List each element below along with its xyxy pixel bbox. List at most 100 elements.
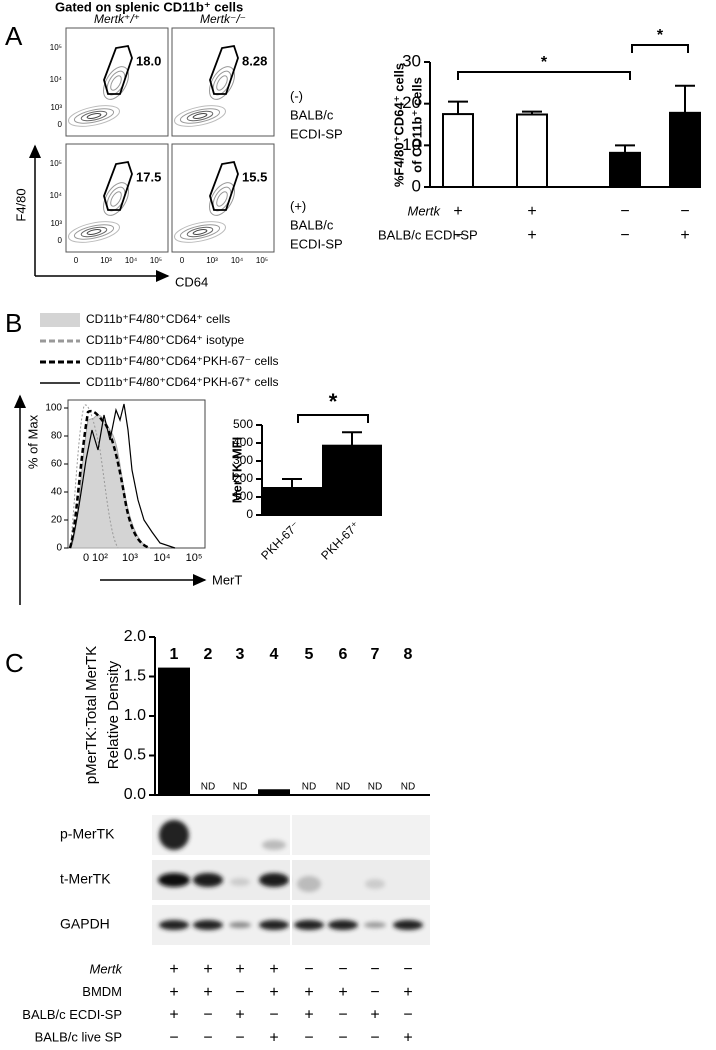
condition-symbol: −: [304, 961, 313, 978]
flow-row-label: BALB/c: [290, 217, 334, 232]
panel-letter: B: [5, 308, 22, 338]
bar: [158, 667, 190, 796]
hist-filled: [68, 414, 151, 549]
condition-symbol: +: [269, 984, 278, 1001]
contour: [192, 229, 208, 235]
y-tick-label: 0: [56, 543, 62, 554]
condition-symbol: +: [169, 984, 178, 1001]
condition-symbol: −: [338, 961, 347, 978]
contour: [80, 226, 108, 238]
flow-row-label: ECDI-SP: [290, 236, 343, 251]
condition-symbol: +: [269, 961, 278, 978]
row-label: BALB/c ECDI-SP: [378, 227, 478, 242]
legend-label: CD11b⁺F4/80⁺CD64⁺ isotype: [86, 333, 245, 347]
band: [294, 920, 324, 930]
condition-symbol: −: [169, 1029, 178, 1046]
flow-ylabel: F4/80: [13, 188, 28, 221]
band: [229, 922, 251, 928]
condition-label: Mertk: [90, 961, 124, 976]
contour: [179, 224, 221, 240]
bar: [442, 113, 474, 188]
flow-tick-label: 0: [180, 256, 185, 265]
category-symbol: +: [680, 227, 689, 244]
y-axis-label: %F4/80⁺CD64⁺ cells: [391, 63, 406, 187]
flow-tick-label: 10⁴: [231, 256, 244, 265]
condition-symbol: +: [235, 961, 244, 978]
flow-row-label: (+): [290, 198, 306, 213]
significance-label: *: [541, 54, 548, 71]
category-symbol: +: [453, 203, 462, 220]
flow-row-label: ECDI-SP: [290, 126, 343, 141]
condition-symbol: −: [370, 984, 379, 1001]
condition-symbol: +: [338, 984, 347, 1001]
error-bar: [448, 100, 468, 115]
significance-bracket: [457, 71, 631, 80]
band: [159, 820, 189, 850]
flow-tick-label: 10⁵: [50, 43, 62, 52]
band: [365, 879, 385, 889]
condition-symbol: +: [203, 961, 212, 978]
legend-label: CD11b⁺F4/80⁺CD64⁺PKH-67⁻ cells: [86, 354, 279, 368]
panel-letter: A: [5, 21, 23, 51]
condition-label: BMDM: [82, 984, 122, 999]
lane-number: 1: [170, 646, 179, 663]
flow-row-label: (-): [290, 88, 303, 103]
condition-symbol: −: [203, 1007, 212, 1024]
y-axis-label: MerTK MFI: [229, 437, 244, 503]
x-tick-label: PKH-67⁻: [258, 518, 302, 562]
x-tick-label: 10⁵: [186, 552, 203, 564]
hist-xlabel: MerT: [212, 572, 242, 587]
contour: [173, 105, 227, 127]
blot-bands: [158, 820, 423, 930]
gate: [209, 160, 239, 211]
gate-value: 15.5: [242, 169, 267, 184]
contour: [103, 66, 129, 100]
blot-row-label: GAPDH: [60, 916, 110, 932]
band: [297, 876, 321, 892]
y-tick-label: 1.0: [124, 707, 146, 724]
flow-xlabel: CD64: [175, 274, 208, 289]
condition-symbol: +: [304, 984, 313, 1001]
y-tick-label: 500: [233, 417, 253, 431]
hist-pkh-pos: [69, 403, 176, 549]
flow-tick-label: 10⁴: [50, 191, 63, 200]
contour: [209, 182, 235, 216]
condition-symbol: −: [304, 1029, 313, 1046]
y-tick-label: 300: [233, 453, 253, 467]
y-tick-label: 400: [233, 435, 253, 449]
gate: [103, 44, 133, 95]
y-tick-label: 0: [246, 507, 253, 521]
bar: [262, 487, 322, 516]
x-tick-label: 0: [83, 552, 89, 564]
lane-number: 6: [339, 646, 348, 663]
x-tick-label: 10⁴: [154, 552, 171, 564]
flow-tick-label: 10⁵: [256, 256, 268, 265]
condition-symbol: −: [370, 1029, 379, 1046]
flow-tick-label: 0: [58, 236, 63, 245]
flow-plot: [65, 143, 169, 253]
category-symbol: +: [527, 203, 536, 220]
hist-ylabel: % of Max: [25, 414, 40, 469]
band: [259, 920, 289, 930]
value-label: ND: [401, 782, 415, 793]
y-tick-label: 10: [402, 135, 421, 154]
flow-tick-label: 10⁵: [150, 256, 162, 265]
y-tick-label: 60: [51, 459, 63, 470]
gate-value: 17.5: [136, 169, 161, 184]
band: [230, 878, 250, 886]
condition-label: BALB/c live SP: [35, 1030, 122, 1045]
y-tick-label: 0: [412, 176, 421, 195]
flow-tick-label: 10³: [100, 256, 112, 265]
contour: [216, 75, 228, 91]
flow-plot: [171, 27, 275, 137]
value-label: ND: [336, 782, 350, 793]
condition-symbol: −: [403, 961, 412, 978]
bar: [258, 789, 290, 797]
value-label: ND: [233, 782, 247, 793]
band: [364, 922, 386, 928]
flow-tick-label: 10⁴: [50, 75, 63, 84]
flow-tick-label: 0: [74, 256, 79, 265]
category-symbol: −: [453, 227, 462, 244]
condition-symbol: +: [403, 1029, 412, 1046]
legend-swatch: [40, 313, 80, 327]
